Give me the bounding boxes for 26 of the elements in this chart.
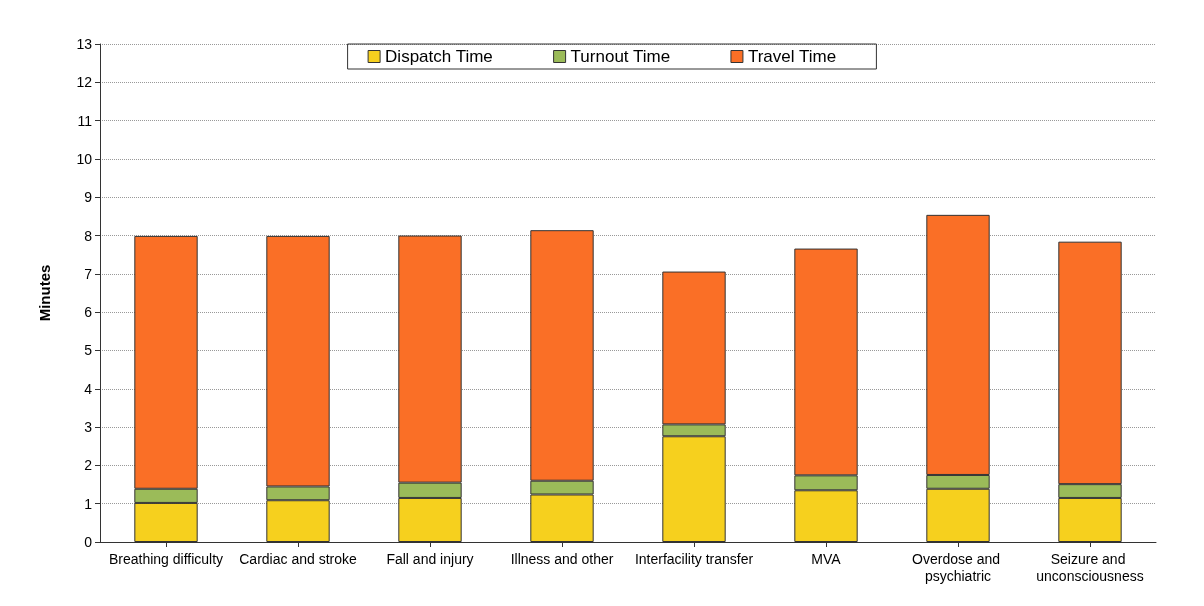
y-tick-label: 3 [84, 419, 93, 436]
y-tick-label: 10 [76, 150, 93, 167]
y-tick-label: 2 [84, 457, 93, 474]
y-tick-label: 9 [84, 189, 93, 206]
x-tick-label: Interfacility transfer [634, 550, 754, 567]
y-tick-label: 8 [84, 227, 93, 244]
x-tick-label: Cardiac and stroke [239, 550, 357, 567]
x-tick-label: Overdose and psychiatric [912, 550, 1004, 584]
x-tick-label: Illness and other [510, 550, 614, 567]
y-tick-label: 0 [84, 534, 93, 550]
legend-label: Travel Time [747, 47, 837, 66]
y-tick-label: 1 [84, 495, 93, 512]
y-tick-label: 12 [76, 74, 93, 91]
x-tick-label: Breathing difficulty [108, 550, 224, 567]
y-tick-label: 6 [84, 304, 93, 321]
x-tick-label: Seizure and unconsciousness [1036, 550, 1144, 584]
y-tick-label: 11 [77, 112, 93, 129]
y-tick-label: 5 [84, 342, 93, 359]
y-tick-label: 7 [84, 265, 93, 282]
legend-label: Turnout Time [570, 47, 671, 66]
y-axis-title: Minutes [36, 264, 53, 322]
legend-label: Dispatch Time [385, 47, 493, 66]
x-tick-label: Fall and injury [386, 550, 474, 567]
x-tick-label: MVA [811, 550, 842, 567]
y-tick-label: 4 [84, 380, 93, 397]
y-tick-label: 13 [76, 36, 93, 52]
